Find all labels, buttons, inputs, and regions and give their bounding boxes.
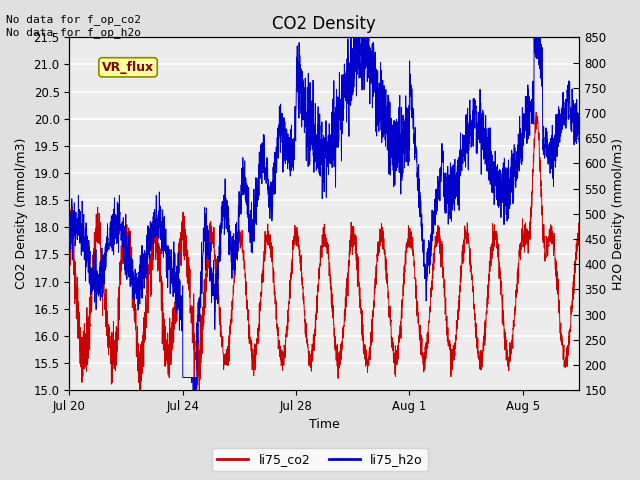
Y-axis label: CO2 Density (mmol/m3): CO2 Density (mmol/m3)	[15, 138, 28, 289]
X-axis label: Time: Time	[309, 419, 340, 432]
Title: CO2 Density: CO2 Density	[273, 15, 376, 33]
Legend: li75_co2, li75_h2o: li75_co2, li75_h2o	[212, 448, 428, 471]
Y-axis label: H2O Density (mmol/m3): H2O Density (mmol/m3)	[612, 138, 625, 290]
Text: No data for f_op_co2
No data for f_op_h2o: No data for f_op_co2 No data for f_op_h2…	[6, 14, 141, 38]
Text: VR_flux: VR_flux	[102, 61, 154, 74]
